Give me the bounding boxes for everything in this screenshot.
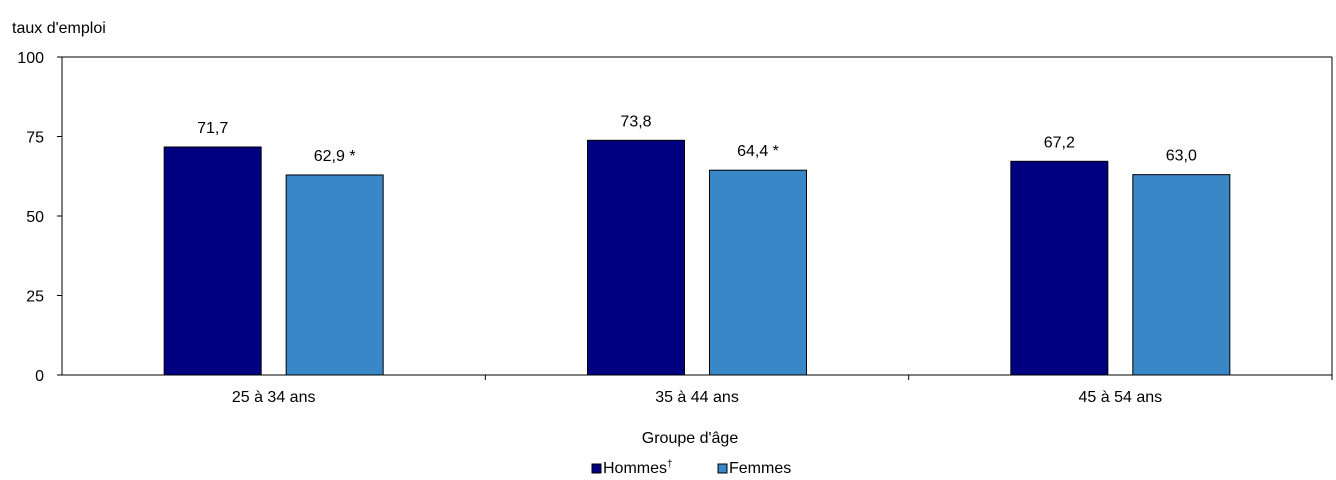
y-tick-label: 75	[26, 130, 44, 147]
y-axis: 0 25 50 75 100	[17, 50, 62, 385]
data-label: 64,4 *	[737, 143, 779, 160]
legend-swatch	[591, 463, 602, 474]
data-label: 73,8	[620, 113, 651, 130]
x-tick-label: 35 à 44 ans	[655, 389, 739, 406]
legend-label: Femmes	[729, 460, 791, 477]
bar-femmes	[285, 174, 384, 376]
x-axis: 25 à 34 ans 35 à 44 ans 45 à 54 ans	[232, 375, 1333, 406]
bar-hommes	[1010, 160, 1109, 376]
y-tick-label: 25	[26, 289, 44, 306]
data-label: 71,7	[197, 120, 228, 137]
data-label: 62,9 *	[314, 148, 356, 165]
bar-femmes	[709, 169, 807, 376]
legend: Hommes† Femmes	[591, 459, 791, 477]
y-tick-label: 0	[35, 368, 44, 385]
bar-hommes	[163, 146, 262, 376]
bar-hommes	[587, 139, 685, 376]
data-label: 63,0	[1166, 148, 1197, 165]
y-tick-label: 100	[17, 50, 44, 67]
x-axis-title: Groupe d'âge	[642, 430, 739, 447]
legend-label: Hommes†	[603, 459, 673, 477]
bar-femmes	[1132, 174, 1231, 376]
legend-dagger: †	[667, 459, 673, 470]
y-axis-title: taux d'emploi	[12, 20, 106, 37]
x-tick-label: 25 à 34 ans	[232, 389, 316, 406]
y-tick-label: 50	[26, 209, 44, 226]
legend-swatch	[717, 463, 728, 474]
plot-area: 71,7 62,9 * 73,8 64,4 * 67,2 63,0	[61, 56, 1333, 376]
x-tick-label: 45 à 54 ans	[1079, 389, 1163, 406]
data-label: 67,2	[1044, 134, 1075, 151]
